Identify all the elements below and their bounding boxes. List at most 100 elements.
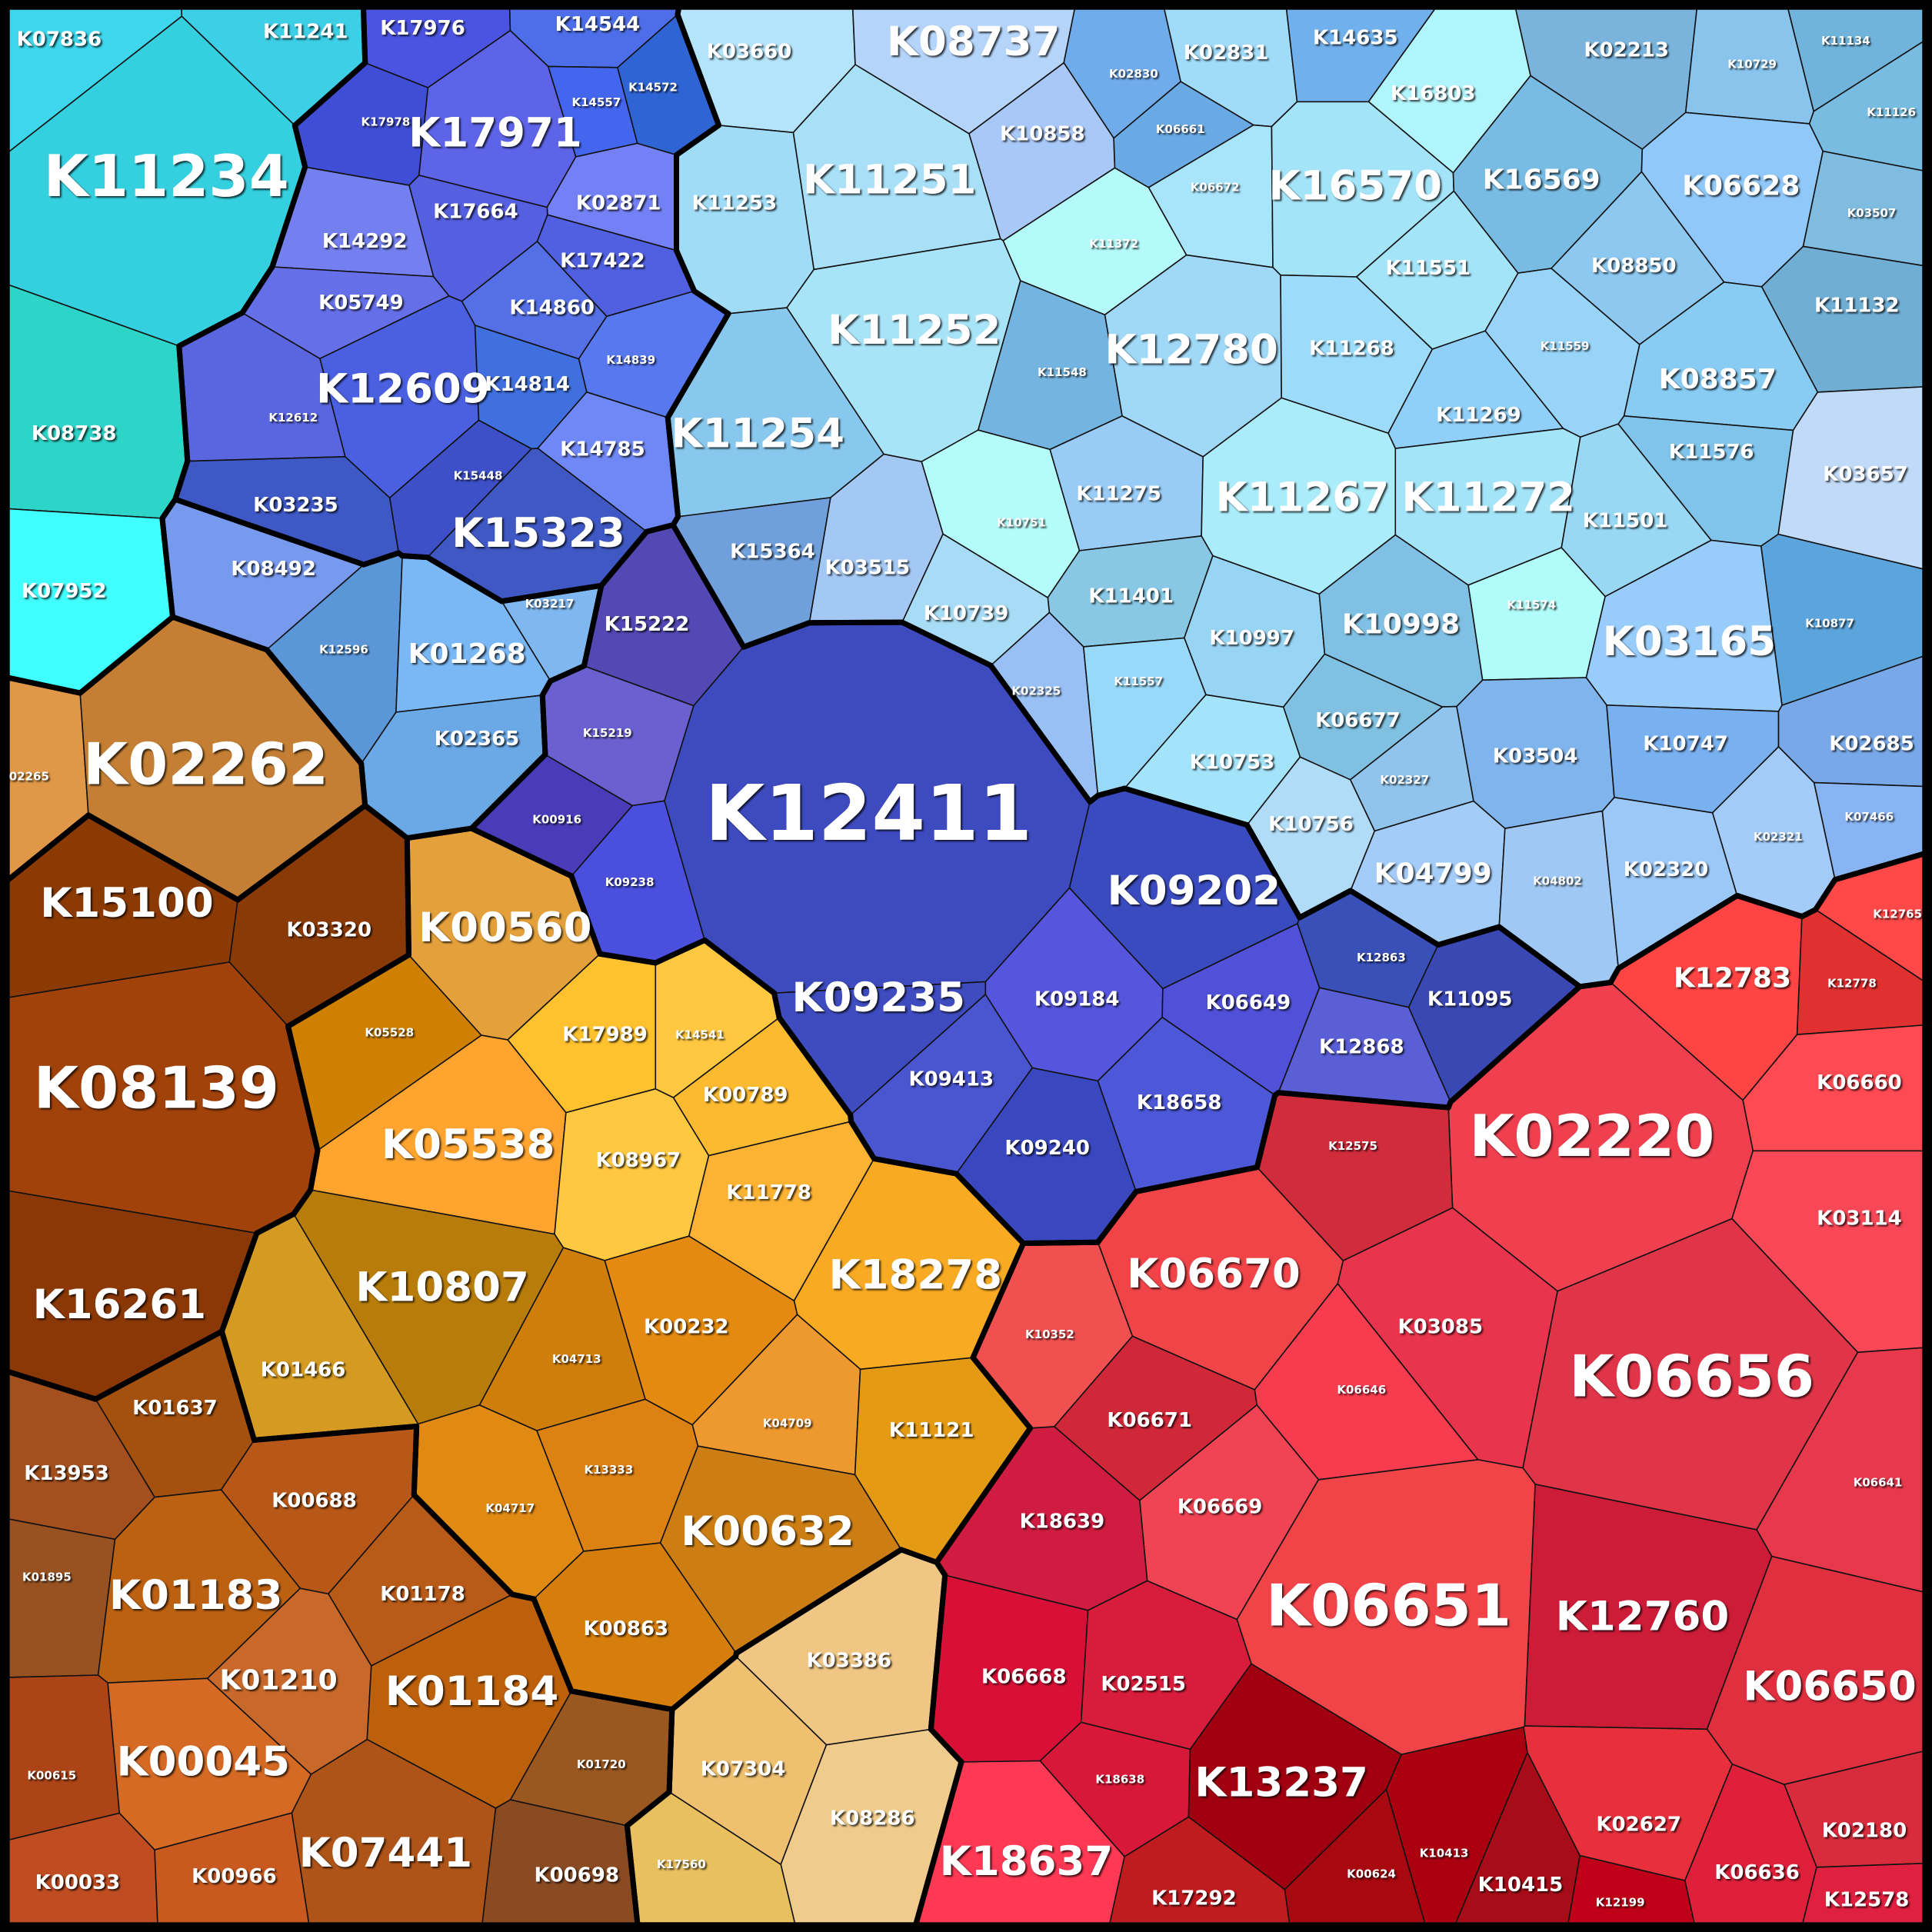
cell-label: K11254 (671, 410, 844, 457)
group-border-segment (848, 1118, 878, 1162)
cell-label: K11253 (692, 192, 778, 215)
cell-label: K09202 (1108, 868, 1281, 914)
cell-label: K10415 (1478, 1874, 1564, 1897)
cell-label: K05528 (365, 1026, 414, 1040)
cell-label: K10807 (355, 1264, 528, 1311)
cell-label: K11557 (1114, 675, 1163, 688)
cell-label: K01268 (408, 638, 526, 670)
cell-label: K08738 (32, 422, 117, 445)
cell-label: K00916 (532, 812, 581, 826)
cell-label: K10352 (1025, 1327, 1074, 1341)
cell-label: K06668 (981, 1665, 1067, 1688)
cell-label: K15100 (40, 880, 213, 927)
group-border-segment (568, 1688, 675, 1713)
cell-label: K08737 (887, 18, 1060, 65)
cell-label: K09238 (605, 875, 655, 889)
cell-label: K11574 (1507, 598, 1556, 612)
cell-label: K03165 (1603, 618, 1776, 665)
cell-label: K09413 (908, 1068, 994, 1091)
cell-label: K11559 (1541, 339, 1590, 353)
cell-k00615 (8, 1674, 121, 1841)
cell-label: K00624 (1347, 1867, 1396, 1881)
cell-label: K07441 (299, 1830, 472, 1877)
cell-label: K03507 (1847, 206, 1897, 220)
group-border-segment (953, 1171, 1027, 1247)
cell-label: K12863 (1357, 951, 1406, 964)
group-border-segment (176, 310, 245, 349)
group-border-segment (362, 802, 410, 841)
group-border-segment (741, 620, 812, 650)
group-border-segment (251, 1423, 420, 1443)
cell-label: K14860 (509, 297, 595, 320)
cell-label: K00688 (271, 1489, 357, 1512)
group-border-segment (509, 1591, 537, 1602)
group-border-segment (1133, 1164, 1260, 1194)
group-border-segment (913, 1759, 964, 1926)
group-border-segment (1244, 822, 1303, 921)
group-border-segment (285, 952, 411, 1029)
cell-label: K14572 (628, 81, 678, 95)
cell-label: K11095 (1427, 988, 1513, 1011)
cell-label: K10739 (924, 602, 1009, 625)
group-border-segment (598, 528, 650, 588)
cell-label: K06677 (1315, 709, 1401, 732)
group-border-segment (172, 496, 367, 568)
cell-label: K01184 (385, 1668, 558, 1715)
group-border-segment (6, 1369, 98, 1402)
cell-label: K03217 (525, 597, 575, 611)
cell-label: K11272 (1402, 475, 1575, 521)
group-border-segment (425, 555, 505, 605)
cell-label: K12199 (1596, 1896, 1645, 1910)
cell-label: K14785 (560, 438, 645, 461)
group-border-segment (1577, 979, 1614, 990)
cell-label: K14635 (1313, 27, 1398, 50)
cell-label: K06669 (1178, 1495, 1263, 1518)
cell-label: K12411 (705, 768, 1032, 858)
cell-label: K17976 (380, 17, 465, 40)
cell-label: K06661 (1156, 122, 1205, 136)
cell-label: K18639 (1020, 1511, 1105, 1534)
cell-label: K07836 (17, 28, 102, 51)
group-border-segment (92, 1328, 225, 1402)
cell-label: K08286 (830, 1807, 915, 1830)
cell-label: K11372 (1089, 237, 1138, 251)
cell-label: K17422 (560, 250, 645, 273)
cell-label: K01466 (261, 1358, 346, 1381)
cell-label: K09240 (1004, 1137, 1090, 1160)
cell-label: K17989 (562, 1024, 648, 1047)
cell-label: K02830 (1109, 67, 1158, 81)
group-border-segment (539, 678, 554, 698)
group-border-segment (970, 1241, 1027, 1361)
cell-label: K17560 (657, 1857, 706, 1871)
cell-label: K14557 (571, 95, 621, 109)
cell-label: K15222 (605, 613, 690, 636)
cell-label: K13333 (585, 1463, 634, 1477)
group-border-segment (176, 343, 191, 465)
cell-label: K05749 (318, 291, 404, 315)
cell-label: K02213 (1584, 39, 1669, 62)
cell-label: K15323 (451, 510, 625, 557)
group-border-segment (411, 1492, 515, 1597)
group-border-segment (170, 614, 270, 653)
cell-label: K02321 (1754, 830, 1803, 844)
group-border-segment (568, 873, 603, 957)
cell-label: K02365 (435, 728, 520, 751)
cell-label: K16570 (1269, 162, 1442, 209)
group-border-segment (285, 1023, 321, 1154)
cell-label: K18278 (829, 1252, 1002, 1299)
group-border-segment (1832, 851, 1926, 883)
cell-label: K08139 (34, 1054, 279, 1122)
cell-label: K12760 (1556, 1593, 1729, 1640)
cell-label: K02685 (1829, 733, 1914, 756)
cell-label: K10751 (997, 515, 1046, 529)
group-border-segment (1121, 785, 1250, 828)
cell-k01895 (8, 1518, 116, 1678)
cell-label: K00698 (534, 1864, 619, 1887)
group-border-segment (1615, 892, 1740, 971)
cell-label: K02627 (1596, 1814, 1681, 1837)
group-border-segment (358, 761, 368, 808)
group-border-segment (218, 1328, 257, 1443)
cell-label: K17664 (433, 201, 518, 224)
cell-label: K12783 (1674, 963, 1791, 994)
